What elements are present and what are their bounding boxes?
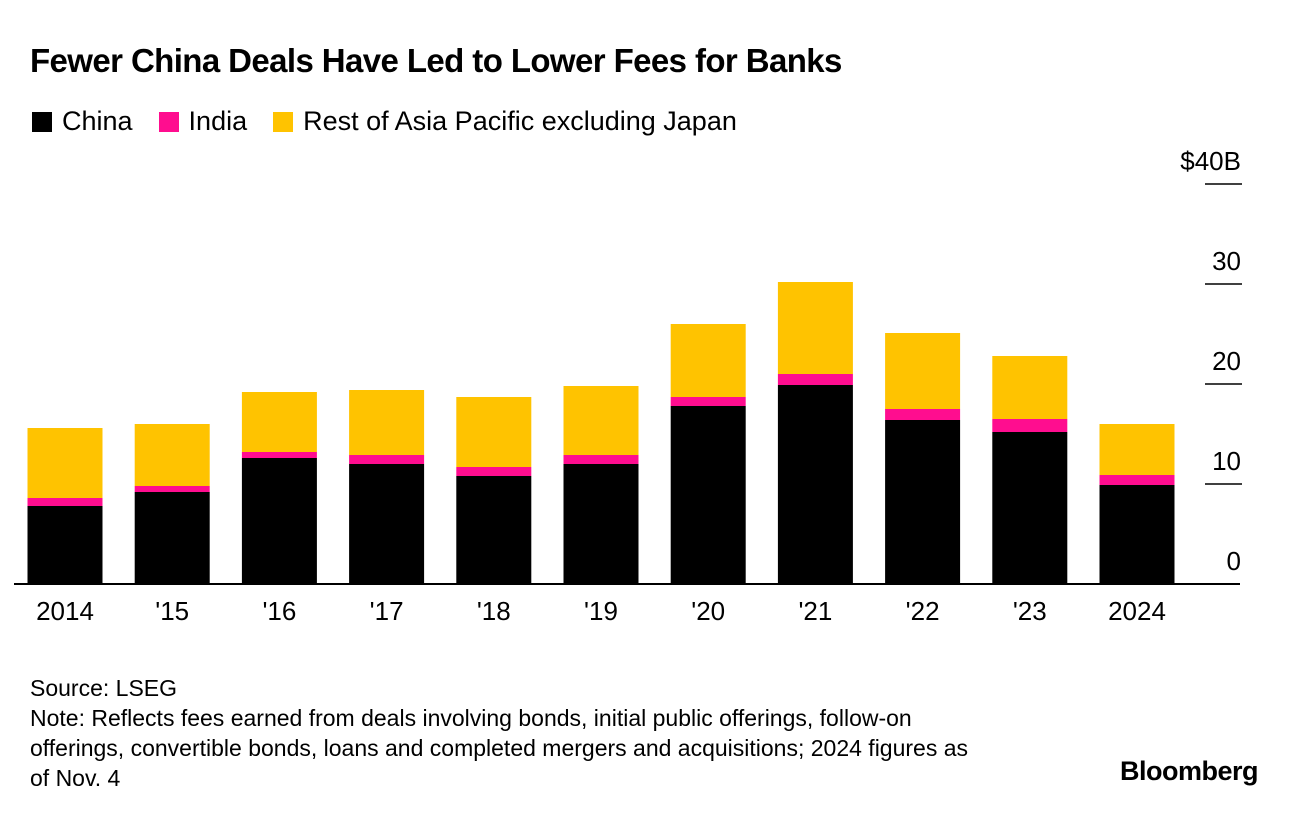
bar-segment-rest <box>885 333 961 409</box>
bar-segment-china <box>885 420 961 584</box>
bar-segment-india <box>1099 475 1175 485</box>
legend-label-china: China <box>62 106 133 136</box>
bar-segment-rest <box>349 390 425 455</box>
x-tick-label: '18 <box>477 596 511 626</box>
methodology-note: Note: Reflects fees earned from deals in… <box>30 705 969 791</box>
legend-item-india: India <box>158 106 248 137</box>
bar-segment-china <box>241 458 317 584</box>
bar-segment-india <box>134 486 210 492</box>
y-tick-label: 30 <box>1212 246 1241 276</box>
chart-footer: Source: LSEG Note: Reflects fees earned … <box>30 673 990 793</box>
bar-segment-rest <box>134 424 210 486</box>
legend-swatch-rest <box>273 111 294 132</box>
bar-segment-rest <box>777 282 853 374</box>
x-tick-label: '15 <box>155 596 189 626</box>
bar-segment-china <box>1099 485 1175 584</box>
y-tick-label: 0 <box>1227 546 1241 576</box>
x-tick-label: '21 <box>798 596 832 626</box>
bloomberg-logo: Bloomberg <box>1119 756 1259 786</box>
x-tick-label: '19 <box>584 596 618 626</box>
bar-segment-china <box>563 464 639 584</box>
legend-swatch-india <box>158 111 179 132</box>
legend-swatch-china <box>32 111 52 132</box>
chart-title: Fewer China Deals Have Led to Lower Fees… <box>30 42 842 79</box>
bar-segment-india <box>992 419 1068 432</box>
bar-segment-rest <box>563 386 639 455</box>
y-tick-label: 20 <box>1212 346 1241 376</box>
bar-segment-rest <box>1099 424 1175 475</box>
bar-segment-rest <box>27 428 103 498</box>
legend-item-china: China <box>32 106 133 137</box>
bar-segment-china <box>349 464 425 584</box>
bar-segment-china <box>992 432 1068 584</box>
x-tick-label: '16 <box>262 596 296 626</box>
bar-segment-india <box>456 467 532 476</box>
bar-segment-china <box>134 492 210 584</box>
bar-segment-india <box>563 455 639 464</box>
bar-segment-india <box>241 452 317 458</box>
x-tick-label: '17 <box>370 596 404 626</box>
bar-segment-rest <box>241 392 317 452</box>
bar-segment-india <box>27 498 103 506</box>
x-tick-label: 2014 <box>36 596 94 626</box>
legend-label-india: India <box>188 106 248 136</box>
bar-segment-india <box>349 455 425 464</box>
x-tick-label: '23 <box>1013 596 1047 626</box>
legend-label-rest: Rest of Asia Pacific excluding Japan <box>303 106 737 136</box>
bar-segment-india <box>670 397 746 406</box>
bar-segment-rest <box>456 397 532 467</box>
bar-segment-rest <box>992 356 1068 419</box>
bar-segment-china <box>27 506 103 584</box>
bar-segment-china <box>777 385 853 584</box>
bar-segment-india <box>885 409 961 420</box>
y-tick-label: $40B <box>1180 146 1241 176</box>
legend-item-rest: Rest of Asia Pacific excluding Japan <box>273 106 737 137</box>
y-tick-label: 10 <box>1212 446 1241 476</box>
x-tick-label: '22 <box>906 596 940 626</box>
bar-segment-rest <box>670 324 746 397</box>
bar-segment-india <box>777 374 853 385</box>
x-tick-label: 2024 <box>1108 596 1166 626</box>
bar-segment-china <box>670 406 746 584</box>
source-note: Source: LSEG <box>30 675 178 701</box>
legend: China India Rest of Asia Pacific excludi… <box>32 106 763 137</box>
bar-segment-china <box>456 476 532 584</box>
x-tick-label: '20 <box>691 596 725 626</box>
